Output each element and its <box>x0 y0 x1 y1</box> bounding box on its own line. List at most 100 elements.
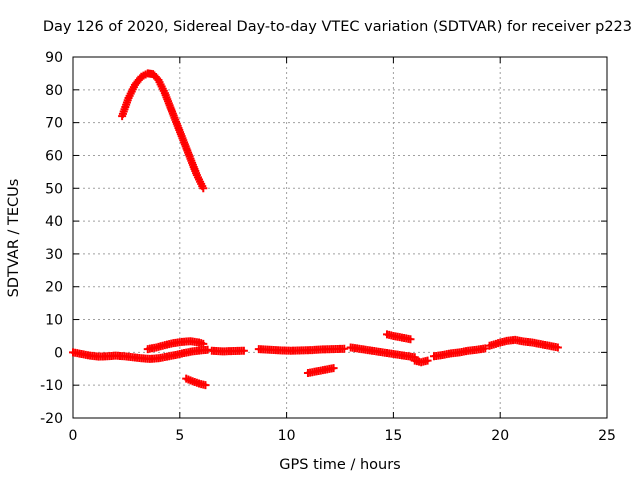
data-segment <box>410 356 432 367</box>
y-axis-label: SDTVAR / TECUs <box>6 178 22 298</box>
data-point <box>201 381 210 390</box>
data-point <box>180 138 189 147</box>
y-tick-label: 60 <box>45 148 63 164</box>
data-point <box>128 353 137 362</box>
data-point <box>346 343 355 352</box>
data-point <box>186 154 195 163</box>
y-tick-label: 50 <box>45 181 63 197</box>
data-point <box>423 356 432 365</box>
y-tick-label: -20 <box>40 411 63 427</box>
y-tick-label: 0 <box>54 345 63 361</box>
data-point <box>455 348 464 357</box>
data-segment <box>303 364 338 378</box>
data-point <box>447 349 456 358</box>
data-point <box>481 344 490 353</box>
data-point <box>389 331 398 340</box>
data-point <box>297 346 306 355</box>
data-point <box>120 352 129 361</box>
data-segment <box>382 330 415 344</box>
data-point <box>86 351 95 360</box>
data-point <box>160 341 169 350</box>
data-point <box>229 347 238 356</box>
data-point <box>308 346 317 355</box>
data-point <box>154 354 163 363</box>
axis-ticks: 0 5 10 15 20 25 -20 -10 0 10 20 30 40 50 60 70 80 90 <box>40 50 616 444</box>
data-segment <box>207 346 248 356</box>
data-point <box>321 365 330 374</box>
data-point <box>329 364 338 373</box>
data-point <box>162 352 171 361</box>
data-point <box>286 346 295 355</box>
data-point <box>130 80 139 89</box>
data-point <box>188 347 197 356</box>
data-point <box>276 346 285 355</box>
data-marks <box>69 69 562 390</box>
y-tick-label: 30 <box>45 247 63 263</box>
data-segment <box>118 69 208 193</box>
data-segment <box>485 335 562 352</box>
data-point <box>69 348 77 357</box>
data-point <box>160 89 169 98</box>
y-tick-label: 40 <box>45 214 63 230</box>
data-point <box>410 356 419 365</box>
data-point <box>177 337 186 346</box>
data-segment <box>429 344 490 361</box>
data-point <box>340 344 349 353</box>
data-segment <box>254 344 349 355</box>
data-point <box>137 354 146 363</box>
data-point <box>312 367 321 376</box>
x-tick-label: 15 <box>384 428 402 444</box>
data-point <box>182 374 191 383</box>
data-point <box>254 345 263 354</box>
data-segment <box>346 343 419 362</box>
x-tick-label: 0 <box>69 428 78 444</box>
y-tick-label: -10 <box>40 378 63 394</box>
x-tick-label: 10 <box>278 428 296 444</box>
chart-title: Day 126 of 2020, Sidereal Day-to-day VTE… <box>42 19 632 35</box>
data-point <box>494 339 503 348</box>
data-point <box>318 345 327 354</box>
y-tick-label: 20 <box>45 280 63 296</box>
x-axis-label: GPS time / hours <box>279 457 401 473</box>
data-point <box>188 377 197 386</box>
data-point <box>207 346 216 355</box>
data-point <box>195 379 204 388</box>
data-point <box>171 350 180 359</box>
data-point <box>111 351 120 360</box>
data-point <box>472 345 481 354</box>
data-point <box>536 340 545 349</box>
data-point <box>389 350 398 359</box>
data-point <box>528 338 537 347</box>
data-point <box>103 352 112 361</box>
data-point <box>519 337 528 346</box>
data-point <box>303 369 312 378</box>
grid <box>73 57 607 418</box>
data-segment <box>69 345 212 363</box>
plot-frame <box>72 56 608 419</box>
x-tick-label: 25 <box>598 428 616 444</box>
data-point <box>545 341 554 350</box>
data-point <box>145 354 154 363</box>
data-point <box>357 345 366 354</box>
data-point <box>124 94 133 103</box>
data-point <box>378 348 387 357</box>
data-point <box>329 345 338 354</box>
data-point <box>77 350 86 359</box>
data-point <box>199 339 208 348</box>
data-point <box>152 343 161 352</box>
data-point <box>195 338 204 347</box>
data-point <box>154 75 163 84</box>
data-point <box>239 346 248 355</box>
y-tick-label: 80 <box>45 83 63 99</box>
data-point <box>149 70 158 79</box>
data-point <box>218 347 227 356</box>
data-point <box>417 358 426 367</box>
data-point <box>265 345 274 354</box>
data-point <box>406 335 415 344</box>
y-tick-label: 90 <box>45 50 63 66</box>
data-point <box>180 349 189 358</box>
data-point <box>553 343 562 352</box>
data-segment <box>143 337 208 354</box>
data-point <box>186 337 195 346</box>
